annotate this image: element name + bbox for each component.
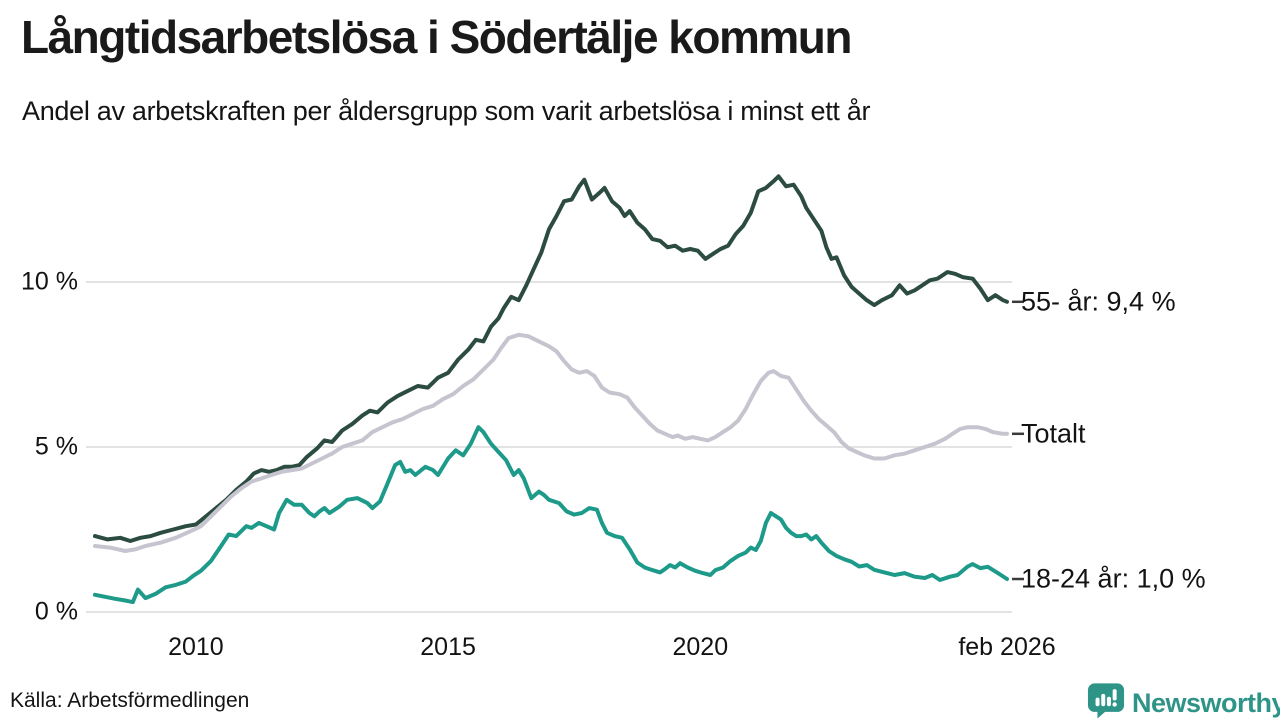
series-line-55-ar — [93, 174, 1009, 543]
y-axis-tick-10: 10 % — [21, 267, 78, 296]
series-end-label-18-24-ar: 18-24 år: 1,0 % — [1021, 563, 1206, 594]
newsworthy-wordmark: Newsworthy — [1132, 687, 1280, 718]
series-line-totalt — [93, 332, 1009, 553]
x-axis-tick-2015: 2015 — [420, 633, 476, 661]
x-axis-tick-2020: 2020 — [672, 633, 729, 661]
newsworthy-logo: Newsworthy — [1087, 682, 1280, 724]
source-note: Källa: Arbetsförmedlingen — [10, 689, 250, 712]
page-subtitle: Andel av arbetskraften per åldersgrupp s… — [22, 96, 871, 126]
x-axis-tick-2010: 2010 — [168, 633, 224, 661]
page-title: Långtidsarbetslösa i Södertälje kommun — [21, 11, 852, 63]
series-end-label-55-ar: 55- år: 9,4 % — [1021, 286, 1176, 317]
y-axis-tick-0: 0 % — [34, 597, 78, 626]
series-line-18-24-ar — [93, 425, 1009, 605]
series-end-label-totalt: Totalt — [1021, 418, 1086, 449]
y-axis-tick-5: 5 % — [34, 432, 78, 461]
newsworthy-logo-icon — [1087, 682, 1125, 724]
x-axis-tick-feb-2026: feb 2026 — [958, 633, 1056, 661]
